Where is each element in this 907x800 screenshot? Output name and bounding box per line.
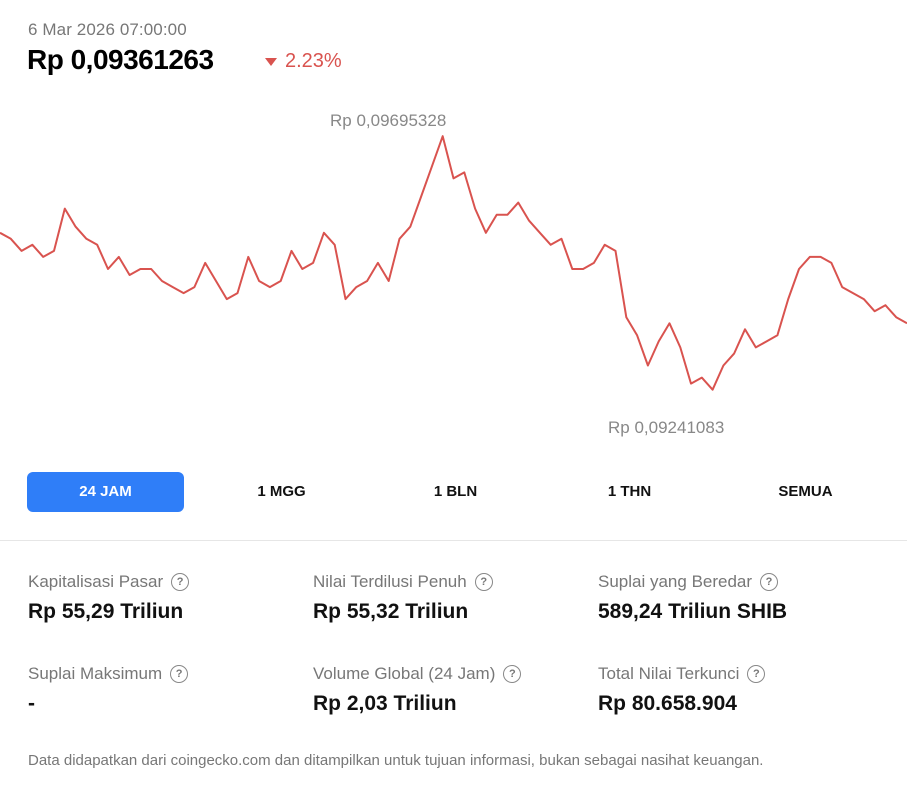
stat-label: Kapitalisasi Pasar (28, 572, 164, 591)
stat-value: Rp 55,29 Triliun (28, 600, 184, 623)
stat-global-volume: Volume Global (24 Jam)? Rp 2,03 Triliun (313, 664, 593, 716)
timestamp: 6 Mar 2026 07:00:00 (28, 20, 187, 39)
stat-value: Rp 55,32 Triliun (313, 600, 469, 623)
price-line (0, 135, 907, 391)
stat-value: - (28, 692, 35, 715)
question-circle-icon[interactable]: ? (474, 573, 493, 591)
stat-max-supply: Suplai Maksimum? - (28, 664, 308, 716)
price-change: 2.23% (265, 50, 342, 73)
stat-label: Total Nilai Terkunci (598, 664, 740, 683)
stat-market-cap: Kapitalisasi Pasar? Rp 55,29 Triliun (28, 572, 308, 624)
max-price-label: Rp 0,09695328 (330, 111, 446, 130)
question-circle-icon[interactable]: ? (747, 665, 766, 683)
stat-value: Rp 2,03 Triliun (313, 692, 457, 715)
stat-circulating-supply: Suplai yang Beredar? 589,24 Triliun SHIB (598, 572, 878, 624)
question-circle-icon[interactable]: ? (503, 665, 522, 683)
disclaimer: Data didapatkan dari coingecko.com dan d… (28, 752, 764, 769)
stat-label: Suplai yang Beredar (598, 572, 753, 591)
stat-value: Rp 80.658.904 (598, 692, 737, 715)
range-tab-all[interactable]: SEMUA (778, 483, 833, 500)
range-tab-24h[interactable]: 24 JAM (27, 472, 184, 512)
range-tab-1y[interactable]: 1 THN (607, 483, 652, 500)
stat-total-value-locked: Total Nilai Terkunci? Rp 80.658.904 (598, 664, 878, 716)
stat-label: Nilai Terdilusi Penuh (313, 572, 467, 591)
stat-label: Suplai Maksimum (28, 664, 163, 683)
stat-value: 589,24 Triliun SHIB (598, 600, 788, 623)
divider (0, 540, 907, 541)
down-arrow-icon (265, 57, 277, 66)
question-circle-icon[interactable]: ? (760, 573, 779, 591)
price-chart[interactable]: Rp 0,09695328 Rp 0,09241083 (0, 100, 907, 450)
stat-fully-diluted: Nilai Terdilusi Penuh? Rp 55,32 Triliun (313, 572, 593, 624)
question-circle-icon[interactable]: ? (170, 665, 189, 683)
question-circle-icon[interactable]: ? (171, 573, 190, 591)
price-change-value: 2.23% (285, 50, 342, 72)
stat-label: Volume Global (24 Jam) (313, 664, 496, 683)
range-tabs: 24 JAM 1 MGG 1 BLN 1 THN SEMUA (27, 472, 907, 514)
current-price: Rp 0,09361263 (27, 44, 214, 75)
min-price-label: Rp 0,09241083 (608, 418, 724, 437)
range-tab-1w[interactable]: 1 MGG (257, 483, 306, 500)
range-tab-1m[interactable]: 1 BLN (433, 483, 478, 500)
